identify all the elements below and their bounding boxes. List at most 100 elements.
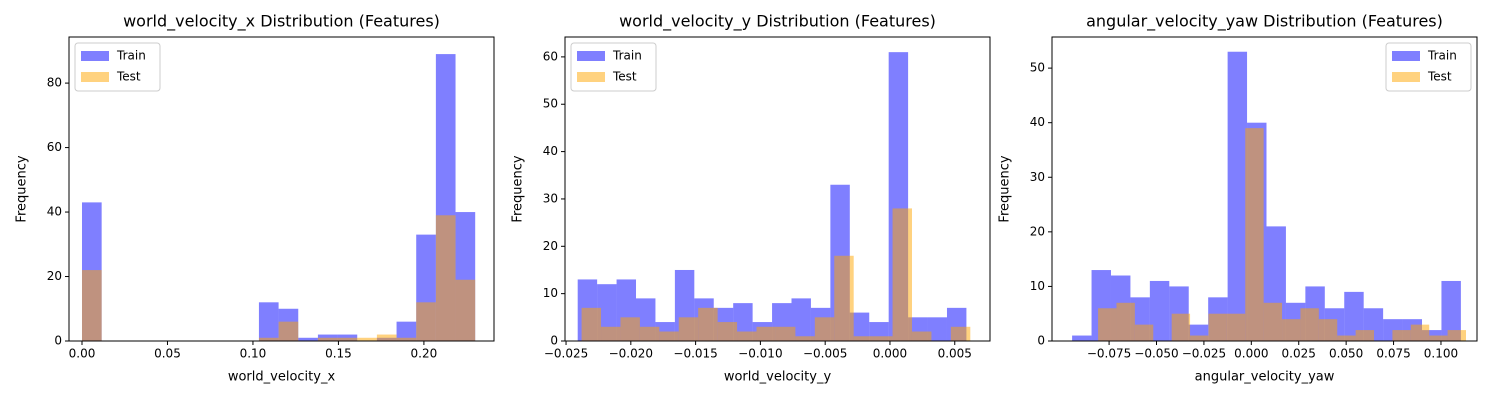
legend: Train Test (1385, 42, 1472, 92)
histogram-bar (1429, 335, 1448, 341)
x-axis-label: world_velocity_y (724, 370, 832, 385)
legend-label: Train (612, 49, 642, 63)
histogram-bar (1410, 324, 1430, 341)
histogram-bar (1208, 313, 1227, 341)
histogram-bar (1263, 302, 1283, 341)
chart-title: world_velocity_y Distribution (Features) (619, 12, 936, 32)
histogram-bar (581, 307, 602, 341)
histogram-bar (834, 255, 854, 341)
x-tick-label: 0.005 (938, 347, 972, 361)
histogram-bar (1134, 324, 1154, 341)
y-axis-label: Frequency (15, 155, 30, 222)
x-tick-label: −0.025 (544, 347, 588, 361)
histogram-bar (795, 336, 815, 341)
x-tick-label: −0.025 (1182, 347, 1226, 361)
legend-label: Test (612, 70, 637, 84)
legend-swatch (1392, 51, 1420, 61)
x-tick-label: −0.010 (738, 347, 782, 361)
histogram-bar (892, 208, 912, 341)
histogram-bar (1171, 313, 1191, 341)
legend-label: Train (1427, 49, 1457, 63)
histogram-bar (791, 298, 811, 341)
histogram-bar (620, 317, 640, 341)
histogram-bar (737, 331, 757, 341)
legend-swatch (81, 72, 109, 82)
x-tick-label: 0.050 (1329, 347, 1363, 361)
histogram-bar (416, 302, 436, 341)
histogram-bar (376, 334, 397, 341)
histogram-bar (1447, 330, 1467, 341)
x-axis-label: angular_velocity_yaw (1195, 370, 1335, 385)
histogram-bar (659, 331, 679, 341)
chart-panel: world_velocity_y Distribution (Features)… (511, 12, 991, 385)
plot-frame (1051, 36, 1478, 342)
y-tick-label: 60 (543, 49, 558, 63)
histogram-bar (1344, 291, 1364, 341)
x-tick-label: 0.075 (1376, 347, 1410, 361)
histogram-bar (1300, 308, 1319, 341)
x-tick-label: 0.100 (1424, 347, 1458, 361)
y-tick-label: 50 (543, 97, 558, 111)
y-tick-label: 40 (543, 144, 558, 158)
histogram-bar (298, 337, 318, 341)
histogram-bar (258, 302, 279, 341)
plot-frame (564, 36, 991, 342)
x-tick-label: −0.005 (803, 347, 847, 361)
histogram-bar (278, 321, 299, 341)
histogram-bar (1441, 280, 1461, 341)
histogram-bar (1337, 335, 1356, 341)
y-tick-label: 10 (1030, 279, 1045, 293)
x-tick-label: −0.015 (673, 347, 717, 361)
y-tick-label: 20 (543, 239, 558, 253)
histogram-bar (756, 326, 776, 341)
legend-swatch (577, 51, 605, 61)
histogram-bar (396, 321, 417, 341)
y-tick-label: 20 (1030, 224, 1045, 238)
histogram-bar (337, 337, 358, 341)
x-axis-label: world_velocity_x (228, 370, 336, 385)
histogram-bar (1355, 330, 1375, 341)
legend-swatch (81, 51, 109, 61)
histogram-bar (849, 312, 870, 341)
y-tick-label: 20 (47, 269, 62, 283)
histogram-bar (814, 317, 835, 341)
plot-frame (68, 36, 495, 342)
histogram-bar (455, 279, 476, 341)
histogram-bar (1392, 330, 1411, 341)
histogram-bar (601, 326, 621, 341)
x-tick-label: 0.15 (325, 347, 352, 361)
histogram-bar (396, 337, 417, 341)
x-tick-label: 0.000 (1234, 347, 1268, 361)
histogram-bar (678, 317, 699, 341)
histogram-bar (81, 270, 102, 341)
legend-label: Test (116, 70, 141, 84)
histogram-bar (1072, 335, 1092, 341)
histogram-bar (1149, 280, 1170, 341)
histogram-bar (873, 336, 893, 341)
y-tick-label: 30 (543, 191, 558, 205)
x-tick-label: −0.050 (1134, 347, 1178, 361)
histogram-bar (853, 336, 874, 341)
histogram-bar (1282, 319, 1301, 341)
histogram-bar (775, 326, 796, 341)
y-tick-label: 0 (550, 334, 558, 348)
histogram-bar (1226, 313, 1246, 341)
x-tick-label: 0.025 (1282, 347, 1316, 361)
histogram-bar (435, 215, 456, 341)
histogram-bar (698, 307, 718, 341)
legend-swatch (1392, 72, 1420, 82)
chart-panel: angular_velocity_yaw Distribution (Featu… (998, 12, 1478, 385)
histogram-bar (639, 326, 660, 341)
y-tick-label: 80 (47, 76, 62, 90)
histogram-bar (1245, 128, 1264, 341)
histogram-bar (357, 337, 377, 341)
y-tick-label: 40 (47, 205, 62, 219)
x-tick-label: 0.10 (240, 347, 267, 361)
x-tick-label: −0.075 (1087, 347, 1131, 361)
x-tick-label: −0.020 (609, 347, 653, 361)
legend-swatch (577, 72, 605, 82)
y-tick-label: 10 (543, 286, 558, 300)
chart-title: world_velocity_x Distribution (Features) (123, 12, 440, 32)
chart-title: angular_velocity_yaw Distribution (Featu… (1086, 12, 1443, 32)
